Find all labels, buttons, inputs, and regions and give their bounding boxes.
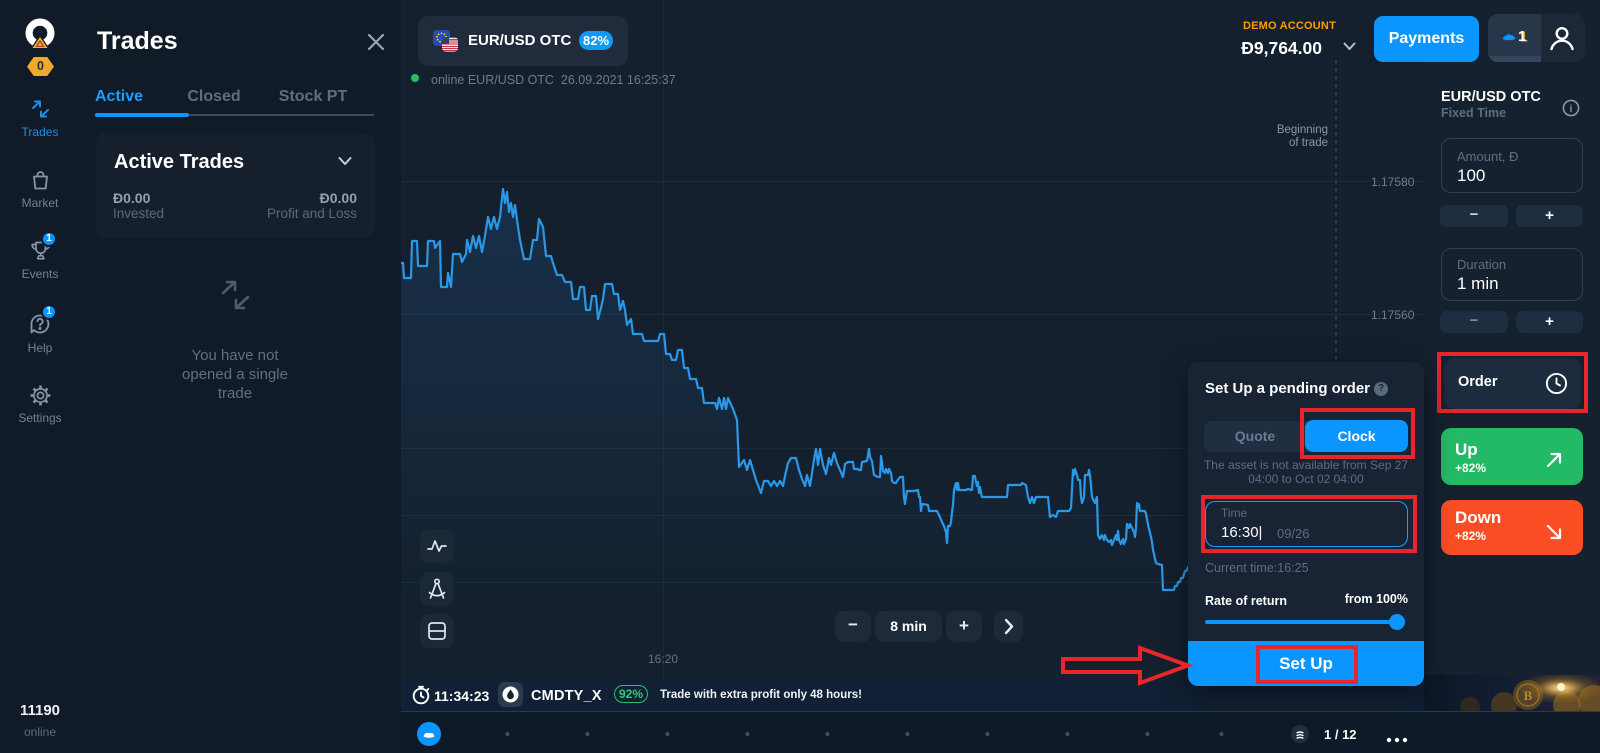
svg-text:B: B [1524,688,1533,703]
svg-text:i: i [1570,104,1573,115]
